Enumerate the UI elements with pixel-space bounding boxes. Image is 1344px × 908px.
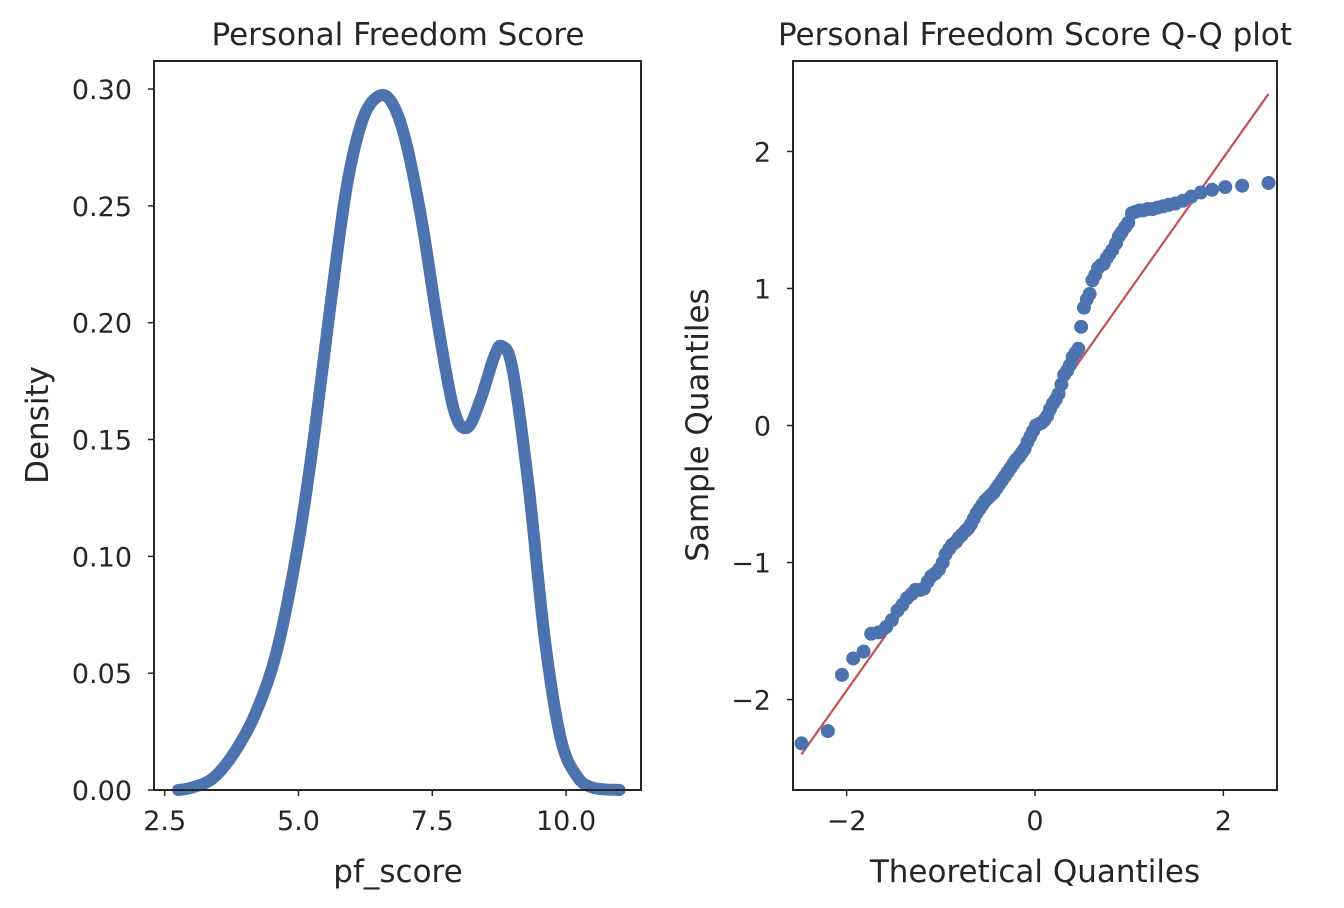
qq-point: [820, 724, 835, 739]
qq-x-ticks: −2 0 2: [827, 790, 1232, 837]
kde-x-tick-label: 5.0: [277, 806, 320, 837]
kde-x-tick-label: 10.0: [536, 806, 596, 837]
kde-density-line: [172, 88, 626, 796]
qq-point: [1205, 182, 1220, 197]
qq-point: [1082, 286, 1097, 301]
qq-x-tick-label: 2: [1215, 806, 1232, 837]
qq-point: [846, 651, 861, 666]
qq-point: [1071, 341, 1086, 356]
kde-y-ticks: 0.00 0.05 0.10 0.15 0.20 0.25 0.30: [72, 75, 154, 807]
qq-x-tick-label: 0: [1026, 806, 1043, 837]
qq-point: [1074, 319, 1089, 334]
qq-point: [1235, 178, 1250, 193]
qq-point: [856, 644, 871, 659]
kde-y-tick-label: 0.10: [72, 542, 132, 573]
qq-point: [834, 667, 849, 682]
qq-plot-frame: [792, 60, 1278, 791]
qq-panel: Personal Freedom Score Q-Q plot Theoreti…: [680, 17, 1292, 890]
kde-y-tick-label: 0.20: [72, 309, 132, 340]
qq-y-tick-label: 2: [754, 137, 771, 168]
kde-panel: Personal Freedom Score pf_score Density …: [20, 17, 642, 890]
qq-point: [1218, 180, 1233, 195]
kde-plot-frame: [153, 60, 642, 791]
qq-point: [794, 736, 809, 751]
qq-y-tick-label: 1: [754, 274, 771, 305]
kde-x-tick-label: 7.5: [411, 806, 454, 837]
qq-x-axis-label: Theoretical Quantiles: [869, 854, 1200, 890]
kde-y-tick-label: 0.30: [72, 75, 132, 106]
qq-point: [1261, 175, 1276, 190]
kde-x-ticks: 2.5 5.0 7.5 10.0: [143, 790, 596, 837]
kde-chart-title: Personal Freedom Score: [212, 17, 585, 53]
kde-x-tick-label: 2.5: [143, 806, 186, 837]
qq-point: [1193, 185, 1208, 200]
kde-y-axis-label: Density: [20, 366, 56, 484]
qq-y-tick-label: −1: [731, 549, 771, 580]
qq-sample-points: [794, 175, 1276, 751]
qq-y-tick-label: −2: [731, 686, 771, 717]
kde-y-tick-label: 0.05: [72, 659, 132, 690]
qq-y-ticks: −2 −1 0 1 2: [731, 137, 793, 717]
kde-y-tick-label: 0.25: [72, 192, 132, 223]
qq-chart-title: Personal Freedom Score Q-Q plot: [778, 17, 1292, 53]
kde-y-tick-label: 0.15: [72, 426, 132, 457]
kde-x-axis-label: pf_score: [333, 854, 462, 890]
kde-y-tick-label: 0.00: [72, 776, 132, 807]
qq-y-axis-label: Sample Quantiles: [680, 288, 716, 561]
qq-x-tick-label: −2: [827, 806, 867, 837]
qq-y-tick-label: 0: [754, 412, 771, 443]
